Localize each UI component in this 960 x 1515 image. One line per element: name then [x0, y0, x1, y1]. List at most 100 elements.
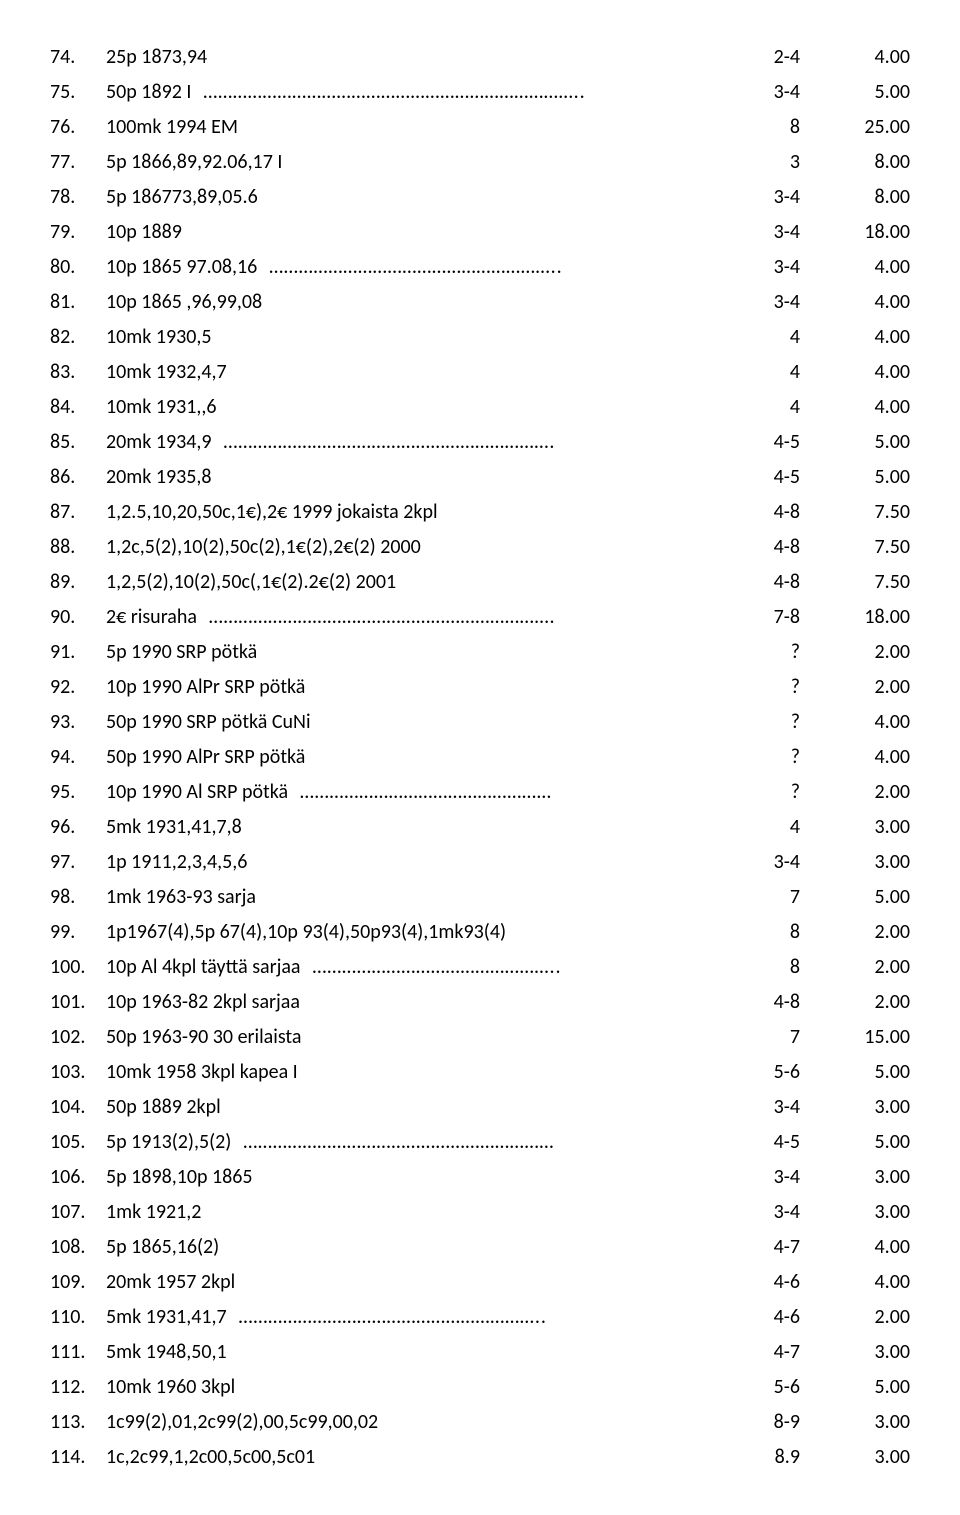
row-number: 107.	[50, 1195, 106, 1230]
row-number: 75.	[50, 75, 106, 110]
row-price: 3.00	[840, 845, 910, 880]
row-description: 10mk 1930,5	[106, 320, 212, 355]
row-price: 18.00	[840, 215, 910, 250]
row-dots: …………………………………………………………………..	[203, 75, 585, 110]
row-condition: 5-6	[730, 1370, 840, 1405]
row-condition: 8	[730, 915, 840, 950]
row-condition: 3-4	[730, 215, 840, 250]
row-description: 1,2.5,10,20,50c,1€),2€ 1999 jokaista 2kp…	[106, 495, 438, 530]
row-price: 5.00	[840, 1055, 910, 1090]
row-number: 77.	[50, 145, 106, 180]
row-description: 10p 1889	[106, 215, 182, 250]
catalog-row: 83.10mk 1932,4,744.00	[50, 355, 910, 390]
row-price: 2.00	[840, 775, 910, 810]
row-description: 1mk 1963-93 sarja	[106, 880, 256, 915]
row-condition: 4-5	[730, 1125, 840, 1160]
row-number: 90.	[50, 600, 106, 635]
row-number: 92.	[50, 670, 106, 705]
row-number: 98.	[50, 880, 106, 915]
row-number: 81.	[50, 285, 106, 320]
row-description: 1,2,5(2),10(2),50c(,1€(2).2€(2) 2001	[106, 565, 396, 600]
row-condition: ?	[730, 705, 840, 740]
row-description: 10p 1990 Al SRP pötkä	[106, 775, 288, 810]
row-condition: 4-7	[730, 1230, 840, 1265]
catalog-list: 74.25p 1873,942-44.0075.50p 1892 I…………………	[50, 40, 910, 1475]
row-price: 5.00	[840, 1370, 910, 1405]
row-number: 82.	[50, 320, 106, 355]
row-price: 2.00	[840, 915, 910, 950]
row-dots: ……………………………………………………..	[239, 1300, 547, 1335]
catalog-row: 108.5p 1865,16(2)4-74.00	[50, 1230, 910, 1265]
catalog-row: 75.50p 1892 I …………………………………………………………………..…	[50, 75, 910, 110]
row-description: 5mk 1931,41,7	[106, 1300, 227, 1335]
catalog-row: 99.1p1967(4),5p 67(4),10p 93(4),50p93(4)…	[50, 915, 910, 950]
catalog-row: 97.1p 1911,2,3,4,5,63-43.00	[50, 845, 910, 880]
row-condition: 4-6	[730, 1300, 840, 1335]
catalog-row: 86.20mk 1935,84-55.00	[50, 460, 910, 495]
row-price: 5.00	[840, 425, 910, 460]
row-price: 2.00	[840, 985, 910, 1020]
row-price: 7.50	[840, 495, 910, 530]
row-description: 20mk 1957 2kpl	[106, 1265, 235, 1300]
row-price: 18.00	[840, 600, 910, 635]
row-price: 4.00	[840, 1230, 910, 1265]
catalog-row: 94.50p 1990 AlPr SRP pötkä?4.00	[50, 740, 910, 775]
row-price: 4.00	[840, 285, 910, 320]
row-price: 3.00	[840, 1195, 910, 1230]
row-price: 3.00	[840, 1090, 910, 1125]
row-description: 50p 1889 2kpl	[106, 1090, 221, 1125]
row-condition: 3-4	[730, 1195, 840, 1230]
row-price: 4.00	[840, 705, 910, 740]
row-price: 5.00	[840, 460, 910, 495]
row-number: 89.	[50, 565, 106, 600]
row-description: 20mk 1934,9	[106, 425, 212, 460]
row-number: 106.	[50, 1160, 106, 1195]
row-description: 5p 1898,10p 1865	[106, 1160, 253, 1195]
row-condition: 4-6	[730, 1265, 840, 1300]
row-condition: 8	[730, 950, 840, 985]
row-number: 79.	[50, 215, 106, 250]
row-number: 76.	[50, 110, 106, 145]
row-description: 20mk 1935,8	[106, 460, 212, 495]
row-condition: ?	[730, 775, 840, 810]
row-number: 91.	[50, 635, 106, 670]
row-description: 25p 1873,94	[106, 40, 207, 75]
row-condition: ?	[730, 670, 840, 705]
row-description: 1p1967(4),5p 67(4),10p 93(4),50p93(4),1m…	[106, 915, 506, 950]
catalog-row: 96.5mk 1931,41,7,843.00	[50, 810, 910, 845]
row-price: 7.50	[840, 565, 910, 600]
row-description: 50p 1892 I	[106, 75, 191, 110]
row-condition: 4-8	[730, 565, 840, 600]
row-condition: 3-4	[730, 845, 840, 880]
catalog-row: 91.5p 1990 SRP pötkä?2.00	[50, 635, 910, 670]
row-number: 114.	[50, 1440, 106, 1475]
catalog-row: 113.1c99(2),01,2c99(2),00,5c99,00,028-93…	[50, 1405, 910, 1440]
catalog-row: 78.5p 186773,89,05.63-48.00	[50, 180, 910, 215]
row-description: 1p 1911,2,3,4,5,6	[106, 845, 247, 880]
catalog-row: 76.100mk 1994 EM825.00	[50, 110, 910, 145]
row-description: 1c99(2),01,2c99(2),00,5c99,00,02	[106, 1405, 378, 1440]
row-condition: 3-4	[730, 285, 840, 320]
row-price: 4.00	[840, 355, 910, 390]
row-number: 80.	[50, 250, 106, 285]
row-description: 1c,2c99,1,2c00,5c00,5c01	[106, 1440, 315, 1475]
row-condition: 4	[730, 355, 840, 390]
row-number: 93.	[50, 705, 106, 740]
catalog-row: 110.5mk 1931,41,7……………………………………………………..4…	[50, 1300, 910, 1335]
row-price: 4.00	[840, 1265, 910, 1300]
row-condition: 4-8	[730, 985, 840, 1020]
catalog-row: 107.1mk 1921,23-43.00	[50, 1195, 910, 1230]
catalog-row: 81.10p 1865 ,96,99,083-44.00	[50, 285, 910, 320]
catalog-row: 93.50p 1990 SRP pötkä CuNi?4.00	[50, 705, 910, 740]
row-condition: 3	[730, 145, 840, 180]
row-number: 102.	[50, 1020, 106, 1055]
catalog-row: 106.5p 1898,10p 18653-43.00	[50, 1160, 910, 1195]
catalog-row: 80.10p 1865 97.08,16………………………………………………….…	[50, 250, 910, 285]
row-price: 3.00	[840, 1160, 910, 1195]
row-description: 10mk 1958 3kpl kapea I	[106, 1055, 298, 1090]
row-price: 4.00	[840, 740, 910, 775]
row-dots: …………………………………………..	[313, 950, 562, 985]
row-price: 25.00	[840, 110, 910, 145]
catalog-row: 84.10mk 1931,,644.00	[50, 390, 910, 425]
row-price: 4.00	[840, 250, 910, 285]
